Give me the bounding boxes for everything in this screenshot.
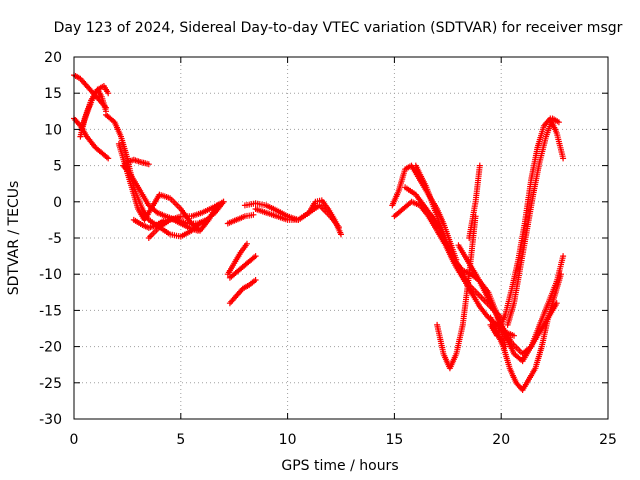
x-tick-label: 10 <box>279 432 297 448</box>
series-track-14 <box>226 277 259 307</box>
x-axis-label: GPS time / hours <box>281 458 398 474</box>
data-point-markers <box>130 216 201 234</box>
y-tick-label: 10 <box>44 122 62 138</box>
data-point-markers <box>79 86 109 129</box>
data-point-markers <box>226 277 259 307</box>
series-track-26 <box>487 115 567 339</box>
x-tick-label: 5 <box>176 432 185 448</box>
series-track-10 <box>130 216 201 234</box>
y-tick-label: -25 <box>39 376 62 392</box>
x-tick-label: 25 <box>599 432 617 448</box>
series-track-12 <box>224 240 250 278</box>
series-track-13 <box>226 253 259 281</box>
series-track-4 <box>79 86 109 129</box>
data-point-markers <box>124 156 152 168</box>
series-track-16 <box>252 202 342 231</box>
series-track-9 <box>124 156 152 168</box>
series-track-11 <box>224 211 257 227</box>
x-tick-label: 20 <box>492 432 510 448</box>
y-tick-label: 20 <box>44 50 62 66</box>
data-point-markers <box>252 202 342 231</box>
data-layer <box>71 72 567 393</box>
y-tick-label: -5 <box>48 231 62 247</box>
series-track-24 <box>487 271 564 393</box>
axis-layer: 0 5 10 15 20 25 -30 -25 -20 -15 -10 -5 0 5 10 15 20 <box>39 50 617 448</box>
x-tick-label: 0 <box>70 432 79 448</box>
series-track-22 <box>466 162 483 241</box>
y-tick-label: -15 <box>39 303 62 319</box>
y-tick-label: 0 <box>53 195 62 211</box>
chart-title: Day 123 of 2024, Sidereal Day-to-day VTE… <box>54 20 623 36</box>
x-tick-label: 15 <box>385 432 403 448</box>
data-point-markers <box>224 211 257 227</box>
data-point-markers <box>487 115 567 339</box>
data-point-markers <box>224 240 250 278</box>
data-point-markers <box>487 271 564 393</box>
data-point-markers <box>466 162 483 241</box>
y-tick-label: 5 <box>53 159 62 175</box>
y-tick-label: -30 <box>39 412 62 428</box>
y-tick-label: 15 <box>44 86 62 102</box>
y-axis-label: SDTVAR / TECUs <box>6 181 22 296</box>
y-tick-label: -10 <box>39 267 62 283</box>
series-track-27 <box>504 115 562 328</box>
y-tick-label: -20 <box>39 340 62 356</box>
data-point-markers <box>504 115 562 328</box>
data-point-markers <box>226 253 259 281</box>
